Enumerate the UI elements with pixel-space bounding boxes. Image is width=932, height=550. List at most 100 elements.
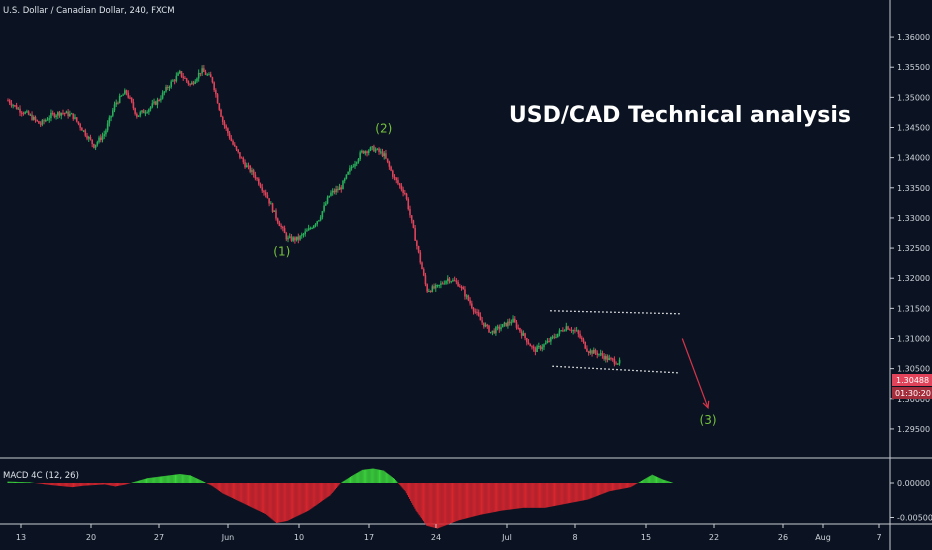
candle-body (41, 120, 44, 125)
candle-body (72, 113, 75, 119)
candle-body (12, 105, 14, 107)
candle-body (96, 142, 99, 145)
candle-body (182, 76, 185, 78)
x-tick-label: 20 (86, 533, 96, 542)
candle-body (156, 99, 159, 105)
candle-body (58, 112, 61, 116)
candle-body (419, 252, 422, 263)
candle-body (450, 281, 453, 283)
candle-body (462, 287, 465, 290)
candle-body (259, 184, 262, 188)
candle-body (477, 312, 480, 316)
candle-body (381, 151, 384, 157)
macd-y-ticks: 0.00000 -0.00500 (890, 479, 932, 523)
candle-body (29, 114, 32, 116)
candle-body (323, 205, 325, 212)
candle-body (587, 351, 590, 353)
candle-body (65, 111, 68, 114)
price-tick-label: 1.35000 (897, 93, 930, 102)
candle-body (194, 81, 197, 84)
candle-body (86, 135, 88, 139)
candle-body (527, 342, 530, 345)
candle-body (361, 150, 363, 153)
candle-body (476, 311, 478, 313)
candle-body (270, 203, 272, 205)
channel-lower-line (552, 365, 680, 374)
candle-body (342, 180, 344, 190)
candle-body (507, 321, 509, 327)
candle-body (228, 133, 231, 139)
candle-body (187, 81, 190, 84)
candle-body (196, 78, 198, 82)
candle-body (560, 330, 562, 332)
candle-body (355, 162, 358, 164)
price-tick-label: 1.30500 (897, 365, 930, 374)
x-tick-label: 22 (709, 533, 719, 542)
candle-body (7, 100, 9, 102)
candle-body (410, 215, 413, 221)
candle-body (421, 262, 423, 270)
candle-body (443, 283, 446, 285)
candle-body (364, 151, 367, 154)
candle-body (589, 350, 592, 353)
candle-body (263, 190, 265, 193)
candle-body (118, 95, 121, 103)
candle-body (555, 337, 557, 339)
candle-body (520, 331, 523, 336)
candle-body (132, 102, 135, 109)
candle-body (574, 330, 576, 332)
candle-body (69, 113, 71, 117)
candle-body (452, 280, 454, 282)
countdown-box (892, 387, 932, 399)
candle-body (151, 103, 154, 107)
candle-body (62, 112, 64, 114)
candle-body (309, 228, 312, 230)
chart-title: USD/CAD Technical analysis (509, 103, 851, 128)
candle-body (337, 189, 339, 191)
candle-body (429, 290, 432, 292)
candle-body (192, 82, 195, 84)
x-tick-label: 26 (778, 533, 788, 542)
candle-body (455, 281, 458, 283)
countdown-value: 01:30:20 (895, 389, 931, 398)
candle-body (299, 235, 301, 240)
candle-body (249, 165, 252, 172)
candle-body (498, 326, 501, 330)
candle-body (36, 119, 39, 122)
candle-body (446, 278, 449, 281)
candle-body (175, 75, 178, 81)
candle-body (191, 82, 193, 85)
candle-body (94, 144, 97, 148)
candle-body (522, 333, 525, 336)
candle-body (551, 336, 554, 338)
candle-body (538, 345, 540, 347)
candle-body (282, 226, 284, 229)
candle-body (48, 118, 51, 120)
candle-body (333, 190, 336, 193)
candle-body (556, 333, 559, 338)
candle-body (550, 337, 552, 342)
candle-body (383, 153, 386, 157)
candle-body (283, 228, 286, 234)
candle-body (515, 322, 518, 328)
price-tick-label: 1.36000 (897, 33, 930, 42)
candle-body (70, 113, 73, 115)
candle-body (149, 106, 152, 110)
candle-body (440, 283, 442, 285)
candle-body (563, 330, 566, 332)
candle-body (57, 112, 59, 116)
candle-body (239, 152, 241, 158)
candle-body (445, 280, 447, 284)
candle-body (108, 117, 111, 124)
candle-body (276, 218, 279, 223)
candle-body (161, 92, 164, 99)
candle-body (618, 359, 621, 364)
price-tick-label: 1.32000 (897, 274, 930, 283)
candle-body (608, 358, 611, 361)
candle-body (553, 336, 556, 338)
price-tick-label: 1.31000 (897, 335, 930, 344)
wave-label: (3) (700, 413, 717, 427)
candle-body (464, 289, 466, 297)
candle-body (43, 120, 45, 122)
candle-body (579, 333, 581, 338)
